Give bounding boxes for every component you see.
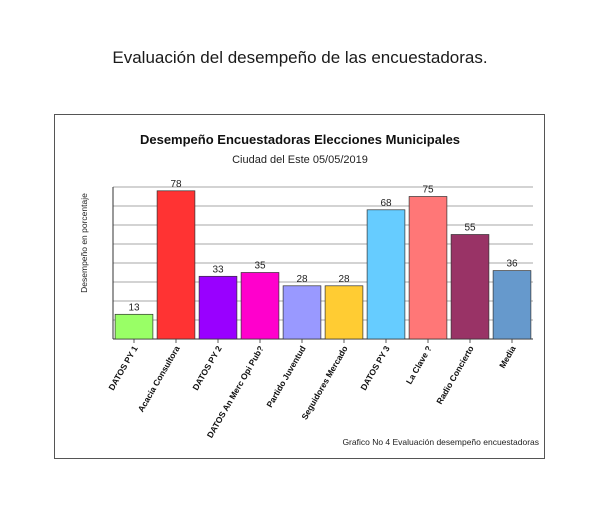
x-tick-label: DATOS PY 2: [190, 344, 224, 392]
page-heading: Evaluación del desempeño de las encuesta…: [112, 48, 488, 67]
bar-chart: Desempeño Encuestadoras Elecciones Munic…: [79, 132, 539, 447]
chart-frame: Desempeño Encuestadoras Elecciones Munic…: [54, 114, 545, 459]
x-tick-label: Acacia Consultora: [136, 344, 182, 414]
x-tick-label: DATOS PY 3: [358, 344, 392, 392]
value-labels: 13 78 33 35 28 28 68 75 55 36: [128, 179, 518, 313]
bar: [282, 285, 322, 340]
chart-caption: Grafico No 4 Evaluación desempeño encues…: [342, 437, 539, 447]
value-label: 75: [422, 185, 434, 196]
x-tick-label: Partido Juventud: [264, 344, 307, 409]
chart-title: Desempeño Encuestadoras Elecciones Munic…: [140, 132, 460, 147]
value-label: 28: [296, 274, 308, 285]
bar: [240, 272, 280, 340]
x-tick-label: Media: [497, 344, 518, 370]
x-tick-label: Seguidores Mercado: [299, 344, 349, 421]
x-tick-label: La Clave ?: [404, 344, 434, 386]
bar: [198, 275, 238, 340]
value-label: 35: [254, 261, 266, 272]
bars: [114, 190, 532, 340]
bar: [114, 313, 154, 340]
bar: [450, 234, 490, 340]
bar: [492, 270, 532, 340]
x-tick-label: Radio Concierto: [434, 344, 475, 406]
value-label: 78: [170, 179, 182, 190]
value-label: 36: [506, 259, 518, 270]
value-label: 13: [128, 302, 140, 313]
chart-subtitle: Ciudad del Este 05/05/2019: [232, 154, 368, 166]
bar: [366, 209, 406, 340]
value-label: 28: [338, 274, 350, 285]
x-tick-label: DATOS PY 1: [106, 344, 140, 392]
bar: [156, 190, 196, 340]
bar: [408, 196, 448, 340]
value-label: 33: [212, 264, 224, 275]
bar: [324, 285, 364, 340]
y-axis-label: Desempeño en porcentaje: [79, 193, 89, 293]
value-label: 55: [464, 223, 476, 234]
value-label: 68: [380, 198, 392, 209]
